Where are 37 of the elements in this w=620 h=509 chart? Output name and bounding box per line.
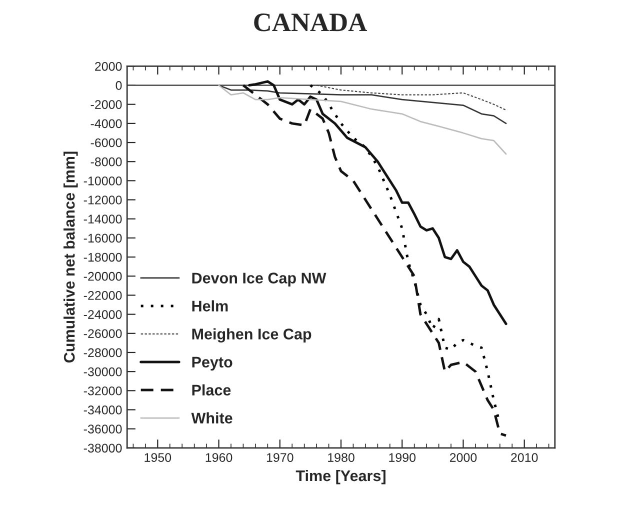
x-tick-label: 1990 — [389, 453, 416, 462]
y-tick-label: -2000 — [90, 100, 122, 109]
legend-label: Peyto — [192, 356, 232, 371]
x-tick-label: 1960 — [206, 453, 232, 462]
y-tick-label: -28000 — [84, 348, 122, 358]
y-tick-label: -38000 — [84, 444, 122, 453]
y-tick-label: -36000 — [84, 424, 122, 434]
y-tick-label: -24000 — [84, 310, 122, 319]
y-tick-label: -6000 — [90, 138, 122, 148]
y-tick-label: -8000 — [90, 157, 122, 166]
y-tick-label: -4000 — [90, 119, 122, 128]
chart-title: CANADA — [254, 14, 367, 32]
y-axis-title: Cumulative net balance [mm] — [64, 152, 78, 363]
x-axis-title: Time [Years] — [296, 470, 386, 484]
y-tick-label: 0 — [116, 81, 122, 90]
y-tick-label: -16000 — [84, 234, 122, 243]
x-tick-label: 2000 — [450, 453, 477, 462]
x-tick-label: 1950 — [144, 453, 172, 462]
y-tick-label: -26000 — [84, 329, 122, 338]
y-tick-label: -12000 — [84, 196, 122, 204]
legend-label: Devon Ice Cap NW — [192, 272, 326, 287]
y-tick-label: -20000 — [84, 272, 122, 281]
y-tick-label: -22000 — [84, 291, 122, 300]
x-tick-label: 1980 — [328, 453, 354, 462]
legend-label: Place — [192, 384, 231, 396]
y-tick-label: 2000 — [95, 62, 122, 71]
y-tick-label: -32000 — [84, 386, 122, 396]
x-tick-label: 2010 — [511, 453, 538, 462]
y-tick-label: -34000 — [84, 406, 122, 414]
y-tick-label: -18000 — [84, 252, 122, 262]
y-tick-label: -30000 — [84, 367, 122, 376]
y-tick-label: -10000 — [84, 176, 122, 186]
legend-label: Helm — [192, 300, 228, 312]
x-tick-label: 1970 — [266, 453, 294, 462]
legend-label: White — [191, 412, 232, 424]
legend-label: Meighen Ice Cap — [192, 328, 312, 343]
y-tick-label: -14000 — [84, 214, 122, 224]
